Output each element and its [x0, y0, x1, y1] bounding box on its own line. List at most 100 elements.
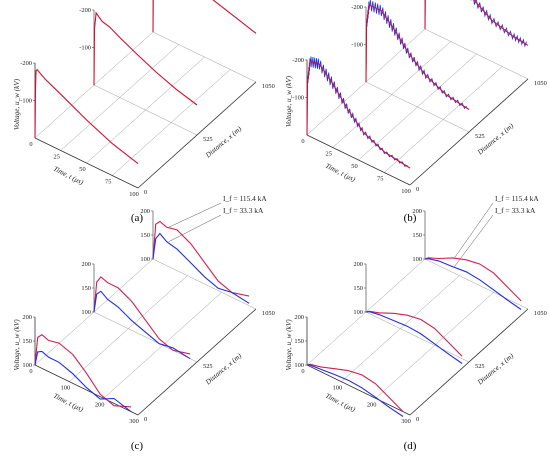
legend-leader-line: [168, 214, 222, 242]
voltage-tick-label: -100: [292, 95, 304, 102]
time-tick-label: 25: [54, 154, 60, 161]
caption-a: (a): [131, 212, 144, 224]
caption-d: (d): [404, 440, 417, 452]
time-tick-label: 0: [301, 368, 304, 375]
legend-leader-line: [454, 202, 494, 259]
legend-entry: I_f = 33.3 kA: [495, 206, 536, 215]
time-axis-line: [306, 134, 411, 186]
legend-leader-line: [168, 202, 222, 228]
voltage-tick-label: 150: [22, 338, 32, 345]
voltage-tick-label: 150: [140, 232, 150, 239]
series-group: [306, 0, 529, 169]
time-tick-label: 0: [301, 138, 304, 145]
voltage-tick-label: -100: [20, 98, 32, 105]
series-line: [152, 0, 257, 34]
series-oscillation: [306, 56, 408, 167]
time-tick-label: 75: [105, 179, 111, 186]
series-oscillation: [365, 0, 467, 110]
time-tick-label: 300: [401, 418, 411, 425]
voltage-tick-label: 150: [294, 338, 304, 345]
voltage-tick-label: 100: [81, 309, 91, 316]
series-line: [306, 60, 411, 169]
voltage-tick-label: 100: [22, 362, 32, 369]
distance-tick-label: 525: [475, 363, 485, 370]
distance-tick-label: 1050: [262, 310, 275, 317]
series-line: [306, 364, 404, 417]
grid-line-distance: [365, 81, 470, 133]
voltage-tick-label: 200: [294, 314, 304, 321]
time-tick-label: 200: [367, 401, 377, 408]
time-tick-label: 200: [95, 401, 105, 408]
distance-axis-line: [409, 308, 529, 416]
time-axis-label: Time, t (μs): [52, 392, 85, 414]
grid-line-distance: [93, 84, 198, 136]
series-line: [424, 257, 522, 302]
distance-tick-label: 525: [475, 133, 485, 140]
time-axis-label: Time, t (μs): [324, 392, 357, 414]
voltage-tick-label: -200: [351, 4, 363, 11]
grid-line-distance: [152, 31, 257, 83]
grid-line-distance: [424, 28, 529, 80]
voltage-axis-label: Voltage, u_w (kV): [285, 75, 293, 127]
legend-entry: I_f = 33.3 kA: [223, 206, 264, 215]
voltage-axis-label: Voltage, u_w (kV): [13, 319, 21, 371]
time-tick-label: 100: [333, 385, 343, 392]
series-line: [93, 276, 191, 355]
voltage-tick-label: -200: [79, 7, 91, 14]
time-tick-label: 50: [79, 166, 85, 173]
distance-tick-label: 0: [416, 186, 419, 193]
legend: I_f = 115.4 kA I_f = 33.3 kA: [168, 194, 267, 242]
series-line: [365, 3, 470, 110]
distance-axis-line: [137, 81, 257, 189]
distance-tick-label: 0: [416, 416, 419, 423]
series-group: [34, 0, 257, 165]
distance-tick-label: 0: [144, 189, 147, 196]
grid-line-distance: [365, 311, 470, 363]
caption-b: (b): [404, 212, 417, 224]
series-line: [93, 11, 198, 106]
series-line: [152, 232, 250, 304]
series-line: [365, 310, 463, 357]
legend-entry: I_f = 115.4 kA: [223, 194, 267, 203]
voltage-tick-label: 100: [412, 256, 422, 263]
voltage-tick-label: 100: [294, 362, 304, 369]
voltage-tick-label: 100: [140, 256, 150, 263]
voltage-axis-label: Voltage, u_w (kV): [285, 319, 293, 371]
series-line: [93, 290, 191, 360]
voltage-axis-label: Voltage, u_w (kV): [13, 78, 21, 130]
voltage-tick-label: 200: [412, 208, 422, 215]
legend: I_f = 115.4 kA I_f = 33.3 kA: [454, 194, 539, 267]
distance-axis-line: [137, 308, 257, 416]
voltage-tick-label: 200: [140, 208, 150, 215]
voltage-tick-label: 100: [353, 309, 363, 316]
time-tick-label: 0: [29, 368, 32, 375]
series-line: [152, 220, 250, 297]
voltage-tick-label: -100: [79, 45, 91, 52]
distance-tick-label: 0: [144, 416, 147, 423]
distance-tick-label: 525: [203, 363, 213, 370]
time-tick-label: 75: [377, 176, 383, 183]
series-line: [34, 68, 139, 165]
voltage-tick-label: 150: [412, 232, 422, 239]
caption-c: (c): [131, 440, 144, 452]
time-tick-label: 300: [129, 418, 139, 425]
voltage-tick-label: 200: [353, 261, 363, 268]
voltage-tick-label: -100: [351, 42, 363, 49]
time-axis-line: [34, 137, 139, 189]
series-line: [306, 363, 404, 413]
time-tick-label: 100: [129, 191, 139, 198]
time-tick-label: 0: [29, 141, 32, 148]
series-line: [424, 0, 529, 46]
series-line: [365, 311, 463, 364]
time-tick-label: 100: [401, 188, 411, 195]
voltage-tick-label: 200: [22, 314, 32, 321]
voltage-tick-label: -200: [292, 57, 304, 64]
time-tick-label: 100: [61, 385, 71, 392]
